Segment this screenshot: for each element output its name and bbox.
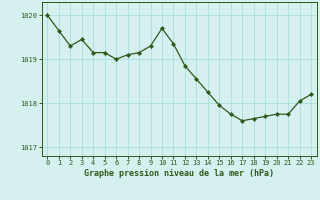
X-axis label: Graphe pression niveau de la mer (hPa): Graphe pression niveau de la mer (hPa) [84,169,274,178]
